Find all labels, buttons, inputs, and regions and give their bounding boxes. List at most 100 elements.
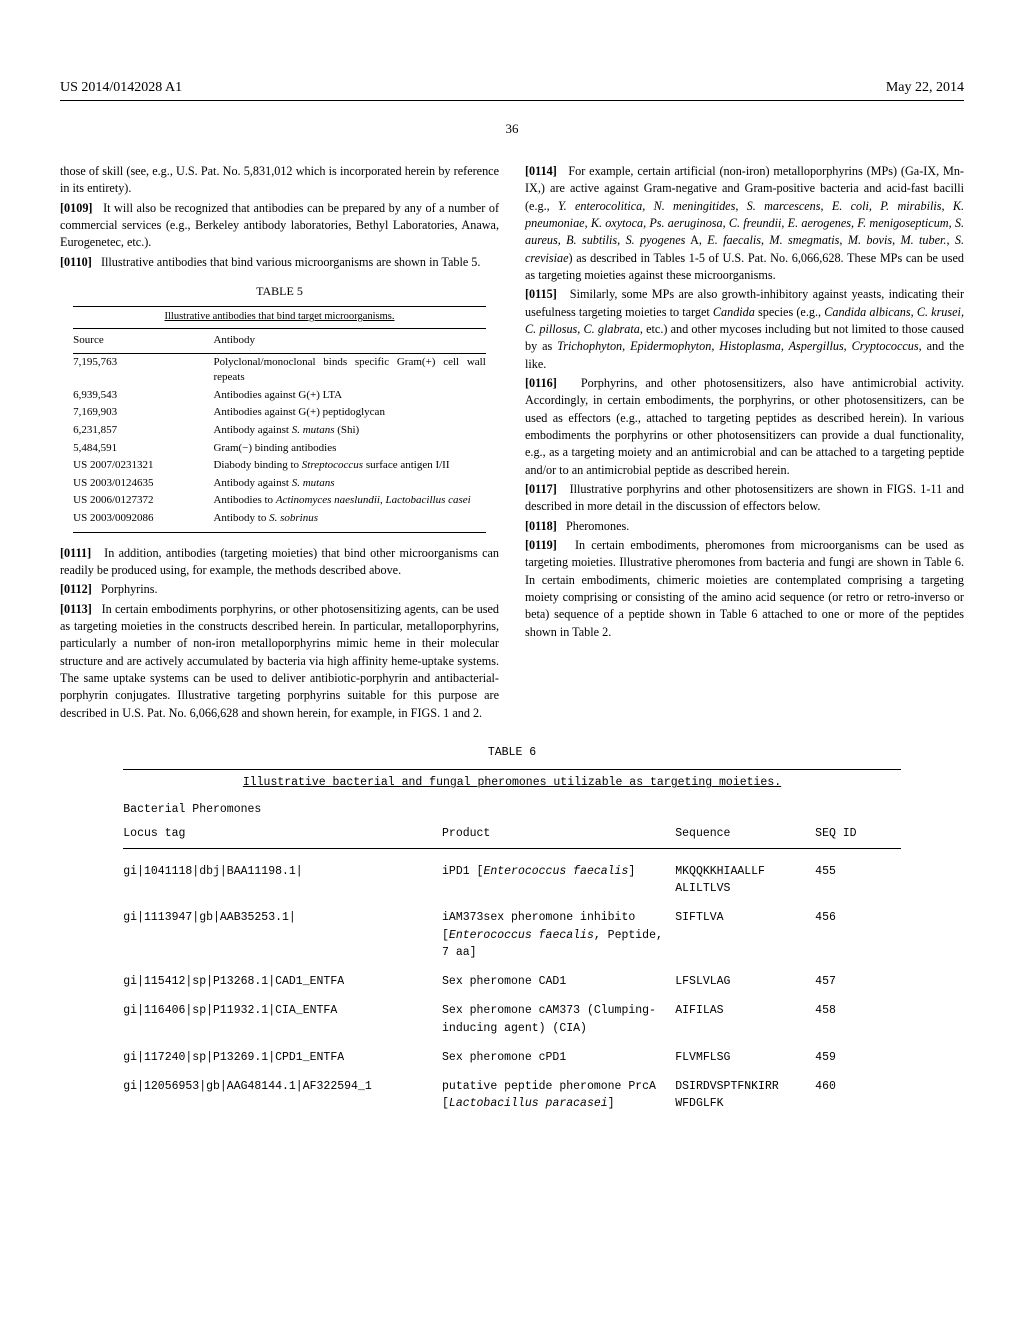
table6-cell-locus: gi|115412|sp|P13268.1|CAD1_ENTFA	[123, 973, 442, 990]
table-row: 6,231,857Antibody against S. mutans (Shi…	[73, 422, 486, 440]
table5-cell-antibody: Antibodies against G(+) peptidoglycan	[213, 405, 485, 421]
table-row: gi|116406|sp|P11932.1|CIA_ENTFASex phero…	[123, 996, 900, 1043]
table5-cell-source: US 2003/0092086	[73, 511, 213, 527]
table6-cell-sequence: SIFTLVA	[675, 909, 815, 926]
para-0116: [0116] Porphyrins, and other photosensit…	[525, 375, 964, 479]
para-text: In certain embodiments, pheromones from …	[525, 538, 964, 639]
table6-caption: TABLE 6	[60, 744, 964, 761]
table5-cell-antibody: Antibody against S. mutans (Shi)	[213, 423, 485, 439]
para-text: In addition, antibodies (targeting moiet…	[60, 546, 499, 577]
table-row: US 2003/0124635Antibody against S. mutan…	[73, 475, 486, 493]
para-num: [0111]	[60, 546, 91, 560]
table5-cell-source: 6,939,543	[73, 388, 213, 404]
para-num: [0112]	[60, 582, 92, 596]
table6-cell-sequence: LFSLVLAG	[675, 973, 815, 990]
table6-cell-locus: gi|1041118|dbj|BAA11198.1|	[123, 863, 442, 880]
table-row: US 2006/0127372Antibodies to Actinomyces…	[73, 492, 486, 510]
table6-cell-locus: gi|12056953|gb|AAG48144.1|AF322594_1	[123, 1078, 442, 1095]
para-0118: [0118] Pheromones.	[525, 518, 964, 535]
page-number: 36	[60, 121, 964, 137]
header-right: May 22, 2014	[886, 80, 964, 96]
para-0115: [0115] Similarly, some MPs are also grow…	[525, 286, 964, 373]
table5: Illustrative antibodies that bind target…	[73, 306, 486, 533]
right-column: [0114] For example, certain artificial (…	[525, 163, 964, 724]
para-text: Pheromones.	[566, 519, 629, 533]
para-text: Porphyrins.	[101, 582, 158, 596]
table6-head-locus: Locus tag	[123, 825, 442, 842]
table5-head-source: Source	[73, 333, 213, 349]
table5-cell-source: US 2007/0231321	[73, 458, 213, 474]
para-0112: [0112] Porphyrins.	[60, 581, 499, 598]
table6-cell-seqid: 457	[815, 973, 901, 990]
table6-cell-seqid: 458	[815, 1002, 901, 1019]
page-header: US 2014/0142028 A1 May 22, 2014	[60, 80, 964, 101]
para-num: [0117]	[525, 482, 557, 496]
table6-cell-seqid: 459	[815, 1049, 901, 1066]
table6-cell-locus: gi|117240|sp|P13269.1|CPD1_ENTFA	[123, 1049, 442, 1066]
para-0111: [0111] In addition, antibodies (targetin…	[60, 545, 499, 580]
para-num: [0109]	[60, 201, 93, 215]
table6-cell-sequence: FLVMFLSG	[675, 1049, 815, 1066]
table-row: 7,195,763Polyclonal/monoclonal binds spe…	[73, 354, 486, 387]
table5-cell-antibody: Gram(−) binding antibodies	[213, 441, 485, 457]
table5-cell-antibody: Antibody to S. sobrinus	[213, 511, 485, 527]
table6-cell-seqid: 460	[815, 1078, 901, 1095]
table6-cell-seqid: 456	[815, 909, 901, 926]
table5-cell-antibody: Polyclonal/monoclonal binds specific Gra…	[213, 355, 485, 386]
table6-cell-sequence: DSIRDVSPTFNKIRR WFDGLFK	[675, 1078, 815, 1113]
table6-head-product: Product	[442, 825, 675, 842]
table6-header-row: Locus tag Product Sequence SEQ ID	[123, 821, 900, 849]
para-num: [0113]	[60, 602, 92, 616]
table-row: gi|115412|sp|P13268.1|CAD1_ENTFASex pher…	[123, 967, 900, 996]
table5-cell-antibody: Antibodies to Actinomyces naeslundii, La…	[213, 493, 485, 509]
header-left: US 2014/0142028 A1	[60, 80, 182, 96]
table6-cell-sequence: MKQQKKHIAALLF ALILTLVS	[675, 863, 815, 898]
table5-caption: TABLE 5	[60, 283, 499, 300]
table-row: 5,484,591Gram(−) binding antibodies	[73, 440, 486, 458]
table-row: gi|1113947|gb|AAB35253.1|iAM373sex phero…	[123, 903, 900, 967]
table5-cell-antibody: Diabody binding to Streptococcus surface…	[213, 458, 485, 474]
para-num: [0114]	[525, 164, 557, 178]
table6-head-seqid: SEQ ID	[815, 825, 901, 842]
para-num: [0118]	[525, 519, 557, 533]
para-intro: those of skill (see, e.g., U.S. Pat. No.…	[60, 163, 499, 198]
table5-cell-source: US 2003/0124635	[73, 476, 213, 492]
para-text: It will also be recognized that antibodi…	[60, 201, 499, 250]
para-num: [0119]	[525, 538, 557, 552]
para-text: Porphyrins, and other photosensitizers, …	[525, 376, 964, 477]
para-0109: [0109] It will also be recognized that a…	[60, 200, 499, 252]
table6-cell-product: Sex pheromone cAM373 (Clumping-inducing …	[442, 1002, 675, 1037]
para-text: In certain embodiments porphyrins, or ot…	[60, 602, 499, 720]
two-column-body: those of skill (see, e.g., U.S. Pat. No.…	[60, 163, 964, 724]
para-num: [0115]	[525, 287, 557, 301]
table5-cell-source: 6,231,857	[73, 423, 213, 439]
table6: TABLE 6 Illustrative bacterial and funga…	[60, 744, 964, 1119]
table5-cell-antibody: Antibodies against G(+) LTA	[213, 388, 485, 404]
table-row: US 2007/0231321Diabody binding to Strept…	[73, 457, 486, 475]
table5-title: Illustrative antibodies that bind target…	[73, 306, 486, 329]
table5-cell-antibody: Antibody against S. mutans	[213, 476, 485, 492]
table6-head-sequence: Sequence	[675, 825, 815, 842]
table-row: gi|12056953|gb|AAG48144.1|AF322594_1puta…	[123, 1072, 900, 1119]
table-row: gi|117240|sp|P13269.1|CPD1_ENTFASex pher…	[123, 1043, 900, 1072]
para-0110: [0110] Illustrative antibodies that bind…	[60, 254, 499, 271]
table5-cell-source: US 2006/0127372	[73, 493, 213, 509]
table6-cell-locus: gi|1113947|gb|AAB35253.1|	[123, 909, 442, 926]
table5-header-row: Source Antibody	[73, 329, 486, 354]
para-text: Illustrative antibodies that bind variou…	[101, 255, 480, 269]
para-num: [0116]	[525, 376, 557, 390]
table5-bottom-rule	[73, 532, 486, 533]
table6-cell-product: Sex pheromone cPD1	[442, 1049, 675, 1066]
left-column: those of skill (see, e.g., U.S. Pat. No.…	[60, 163, 499, 724]
table6-cell-seqid: 455	[815, 863, 901, 880]
table6-cell-product: putative peptide pheromone PrcA [Lactoba…	[442, 1078, 675, 1113]
table-row: 6,939,543Antibodies against G(+) LTA	[73, 387, 486, 405]
para-0113: [0113] In certain embodiments porphyrins…	[60, 601, 499, 722]
table6-cell-sequence: AIFILAS	[675, 1002, 815, 1019]
table6-cell-product: iAM373sex pheromone inhibito [Enterococc…	[442, 909, 675, 961]
table5-cell-source: 5,484,591	[73, 441, 213, 457]
table6-subheading: Bacterial Pheromones	[123, 801, 900, 818]
para-num: [0110]	[60, 255, 92, 269]
para-text: Illustrative porphyrins and other photos…	[525, 482, 964, 513]
para-0114: [0114] For example, certain artificial (…	[525, 163, 964, 284]
